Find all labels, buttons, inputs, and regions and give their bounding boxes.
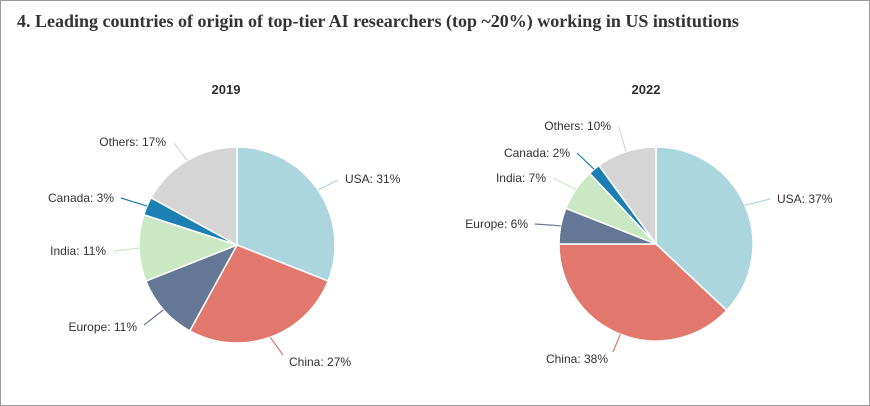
leader-line-europe: [534, 223, 561, 227]
pie-slice-india: [138, 213, 240, 283]
leader-line-china: [269, 336, 284, 356]
leader-line-india: [113, 247, 140, 252]
slice-label-china: China: 38%: [546, 352, 608, 366]
leader-line-others: [618, 126, 627, 152]
slice-label-europe: Europe: 6%: [465, 217, 528, 231]
pie-chart-2022: 2022 USA: 37% China: 38% Europe: 6% India: 7…: [465, 82, 832, 366]
slice-label-india: India: 7%: [496, 171, 546, 185]
pie-slice-china: [558, 243, 728, 342]
leader-line-canada: [120, 197, 148, 207]
leader-line-india: [552, 177, 577, 191]
pie-slice-europe: [144, 243, 239, 332]
slice-label-usa: USA: 37%: [777, 192, 833, 206]
leader-line-usa: [744, 198, 771, 207]
leader-line-china: [612, 333, 621, 353]
slice-label-europe: Europe: 11%: [69, 320, 138, 334]
slice-label-canada: Canada: 2%: [504, 146, 570, 160]
slice-label-usa: USA: 31%: [345, 172, 401, 186]
slice-label-others: Others: 10%: [544, 119, 611, 133]
leader-line-canada: [576, 152, 595, 170]
pie-chart-2019: 2019 USA: 31% China: 27% Europe: 11% India: …: [48, 82, 401, 369]
chart-title: 2022: [632, 82, 661, 97]
slice-label-india: India: 11%: [50, 244, 106, 258]
slice-label-others: Others: 17%: [99, 135, 166, 149]
slice-label-china: China: 27%: [289, 355, 351, 369]
figure-title: 4. Leading countries of origin of top-ti…: [17, 11, 739, 31]
slice-label-canada: Canada: 3%: [48, 191, 114, 205]
pie-slice-others: [150, 146, 238, 247]
leader-line-others: [173, 142, 188, 162]
leader-line-usa: [317, 179, 339, 191]
chart-title: 2019: [212, 82, 241, 97]
leader-line-europe: [143, 309, 164, 326]
